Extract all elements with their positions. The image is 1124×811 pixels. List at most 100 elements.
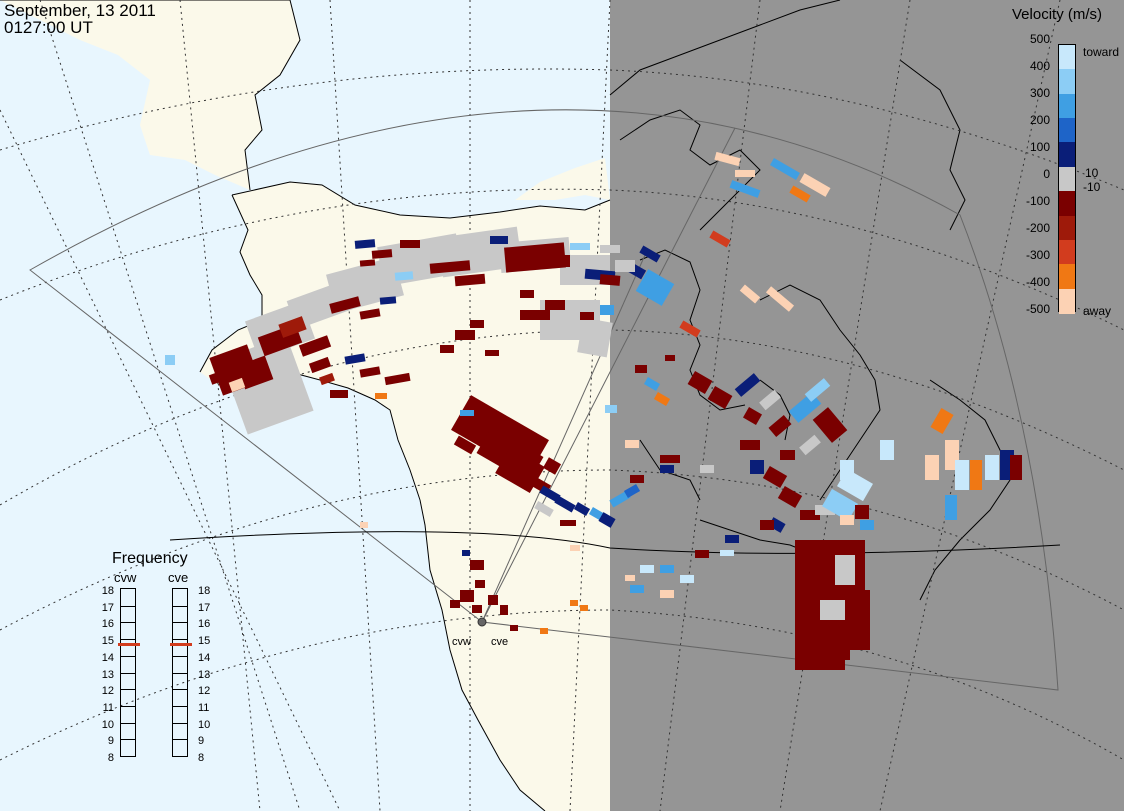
scatter-cell — [228, 377, 246, 393]
frequency-level-label: 15 — [198, 635, 211, 648]
frequency-scale-divider — [121, 605, 135, 607]
scatter-cell — [400, 240, 420, 248]
scatter-cell — [488, 595, 498, 605]
scatter-cell — [472, 605, 482, 613]
scatter-cell — [660, 455, 680, 463]
frequency-level-label: 13 — [101, 668, 114, 681]
colorbar-title: Velocity (m/s) — [1012, 6, 1103, 23]
scatter-cell — [570, 600, 578, 606]
scatter-cell — [534, 501, 554, 517]
frequency-scale-cvw — [120, 588, 136, 757]
scatter-cell — [660, 590, 674, 598]
scatter-cell — [278, 316, 307, 338]
scatter-cell — [630, 585, 644, 593]
scatter-cell — [540, 255, 570, 267]
scatter-cell — [735, 170, 755, 177]
scatter-cell — [600, 245, 620, 253]
frequency-level-label: 10 — [198, 718, 211, 731]
frequency-scale-divider — [173, 655, 187, 657]
scatter-cell — [635, 365, 647, 373]
scatter-cell — [344, 353, 366, 365]
frequency-level-label: 13 — [198, 668, 211, 681]
scatter-cell — [860, 590, 870, 650]
scatter-cell — [635, 269, 675, 306]
frequency-level-label: 14 — [198, 651, 211, 664]
scatter-cell — [855, 505, 869, 519]
scatter-cell — [475, 580, 485, 588]
grid-line — [0, 109, 341, 811]
frequency-scale-divider — [121, 672, 135, 674]
date-label: September, 13 2011 — [4, 1, 156, 20]
colorbar-tick-minus10: -10 — [1083, 180, 1101, 194]
scatter-cell — [359, 259, 376, 267]
radar-site-marker — [477, 617, 487, 627]
frequency-level-label: 12 — [198, 685, 211, 698]
scatter-cell — [1010, 455, 1022, 480]
scatter-cell — [625, 440, 639, 448]
scatter-cell — [460, 410, 474, 416]
scatter-cell — [640, 565, 654, 573]
scatter-cell — [800, 510, 820, 520]
scatter-cell — [930, 407, 954, 435]
scatter-cell — [570, 545, 580, 551]
colorbar-tick-label: -200 — [1025, 221, 1050, 235]
scatter-cell — [643, 377, 661, 391]
frequency-radar-label-cve: cve — [168, 570, 189, 585]
colorbar-tick-10: 10 — [1085, 166, 1099, 180]
scatter-cell — [573, 502, 591, 516]
scatter-cell — [970, 460, 982, 490]
site-label-cve: cve — [491, 636, 509, 648]
coastline — [639, 439, 701, 501]
scatter-cell — [440, 345, 454, 353]
scatter-cell — [679, 320, 701, 338]
frequency-level-label: 17 — [198, 601, 211, 614]
colorbar-tick-label: 500 — [1029, 32, 1050, 46]
land-region — [0, 0, 300, 190]
frequency-scale-divider — [121, 705, 135, 707]
scatter-cell — [768, 414, 792, 438]
scatter-cell — [760, 520, 774, 530]
coastline — [899, 59, 966, 231]
frequency-scale-divider — [121, 689, 135, 691]
scatter-cell — [985, 455, 999, 480]
scatter-cell — [789, 185, 811, 203]
scatter-cell — [605, 405, 617, 413]
frequency-selected-marker — [118, 643, 140, 647]
scatter-cell — [539, 485, 561, 503]
scatter-cell — [298, 335, 332, 357]
scatter-cell — [660, 565, 674, 573]
range-arc — [169, 531, 1061, 554]
frequency-level-label: 12 — [101, 685, 114, 698]
scatter-cell — [615, 260, 635, 272]
grid-line — [179, 0, 261, 811]
colorbar-segment — [1059, 142, 1075, 168]
frequency-scale-divider — [121, 639, 135, 641]
scatter-cell — [630, 475, 644, 483]
frequency-level-label: 16 — [198, 618, 211, 631]
frequency-scale-divider — [173, 722, 187, 724]
scatter-cell — [739, 284, 761, 304]
grid-line — [39, 0, 301, 811]
coastline — [231, 181, 611, 219]
colorbar-tick-label: -100 — [1025, 194, 1050, 208]
frequency-level-label: 11 — [102, 701, 114, 714]
scatter-cell — [450, 600, 460, 608]
grid-line — [659, 0, 761, 811]
scatter-cell — [359, 308, 381, 320]
scatter-cell — [554, 495, 576, 513]
colorbar-tick-label: 200 — [1029, 113, 1050, 127]
frequency-scale-divider — [173, 705, 187, 707]
scatter-cell — [680, 575, 694, 583]
scatter-cell — [359, 366, 381, 378]
scatter-cell — [799, 173, 831, 197]
scatter-cell — [822, 488, 858, 522]
scatter-cell — [639, 245, 661, 263]
scatter-cell — [609, 490, 631, 508]
frequency-scale-divider — [173, 605, 187, 607]
frequency-scale-divider — [121, 722, 135, 724]
scatter-cell — [695, 550, 709, 558]
scatter-cell — [520, 310, 550, 320]
